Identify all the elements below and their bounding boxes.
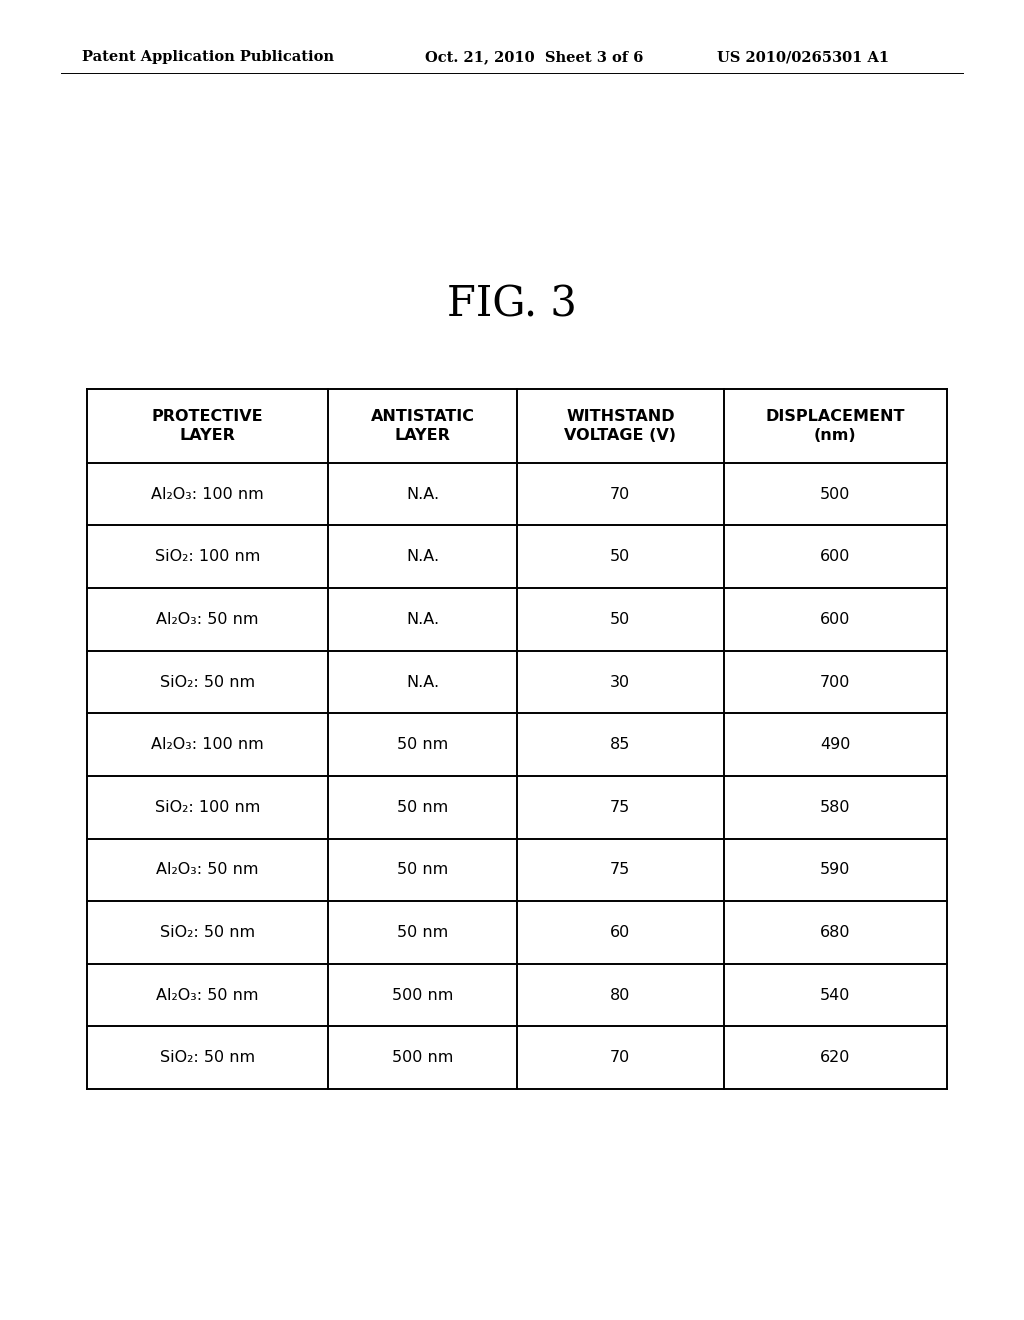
Text: N.A.: N.A. [406,675,439,689]
Text: SiO₂: 50 nm: SiO₂: 50 nm [160,1051,255,1065]
Text: 50: 50 [610,612,631,627]
Text: 70: 70 [610,1051,631,1065]
Text: 600: 600 [820,612,851,627]
Text: SiO₂: 100 nm: SiO₂: 100 nm [155,549,260,564]
Text: SiO₂: 50 nm: SiO₂: 50 nm [160,925,255,940]
Text: 80: 80 [610,987,631,1003]
Text: 500 nm: 500 nm [392,987,454,1003]
Text: Patent Application Publication: Patent Application Publication [82,50,334,65]
Text: 50 nm: 50 nm [397,925,449,940]
Text: 600: 600 [820,549,851,564]
Text: FIG. 3: FIG. 3 [447,284,577,326]
Text: 540: 540 [820,987,851,1003]
Text: SiO₂: 100 nm: SiO₂: 100 nm [155,800,260,814]
Text: N.A.: N.A. [406,612,439,627]
Text: SiO₂: 50 nm: SiO₂: 50 nm [160,675,255,689]
Text: N.A.: N.A. [406,549,439,564]
Text: 30: 30 [610,675,631,689]
Text: ANTISTATIC
LAYER: ANTISTATIC LAYER [371,409,474,444]
Text: 50 nm: 50 nm [397,737,449,752]
Text: N.A.: N.A. [406,487,439,502]
Text: 700: 700 [820,675,851,689]
Text: 500: 500 [820,487,851,502]
Text: Al₂O₃: 100 nm: Al₂O₃: 100 nm [152,487,264,502]
Text: 490: 490 [820,737,851,752]
Text: 620: 620 [820,1051,851,1065]
Text: 500 nm: 500 nm [392,1051,454,1065]
Text: Oct. 21, 2010  Sheet 3 of 6: Oct. 21, 2010 Sheet 3 of 6 [425,50,643,65]
Text: Al₂O₃: 50 nm: Al₂O₃: 50 nm [157,612,259,627]
Text: 75: 75 [610,862,631,878]
Text: WITHSTAND
VOLTAGE (V): WITHSTAND VOLTAGE (V) [564,409,676,444]
Text: 75: 75 [610,800,631,814]
Text: 580: 580 [820,800,851,814]
Text: 50 nm: 50 nm [397,862,449,878]
Text: 85: 85 [610,737,631,752]
Text: US 2010/0265301 A1: US 2010/0265301 A1 [717,50,889,65]
Text: DISPLACEMENT
(nm): DISPLACEMENT (nm) [766,409,905,444]
Text: 680: 680 [820,925,851,940]
Text: 60: 60 [610,925,631,940]
Text: Al₂O₃: 50 nm: Al₂O₃: 50 nm [157,987,259,1003]
Text: PROTECTIVE
LAYER: PROTECTIVE LAYER [152,409,263,444]
Text: Al₂O₃: 50 nm: Al₂O₃: 50 nm [157,862,259,878]
Text: 70: 70 [610,487,631,502]
Text: Al₂O₃: 100 nm: Al₂O₃: 100 nm [152,737,264,752]
Text: 590: 590 [820,862,851,878]
Text: 50: 50 [610,549,631,564]
Text: 50 nm: 50 nm [397,800,449,814]
